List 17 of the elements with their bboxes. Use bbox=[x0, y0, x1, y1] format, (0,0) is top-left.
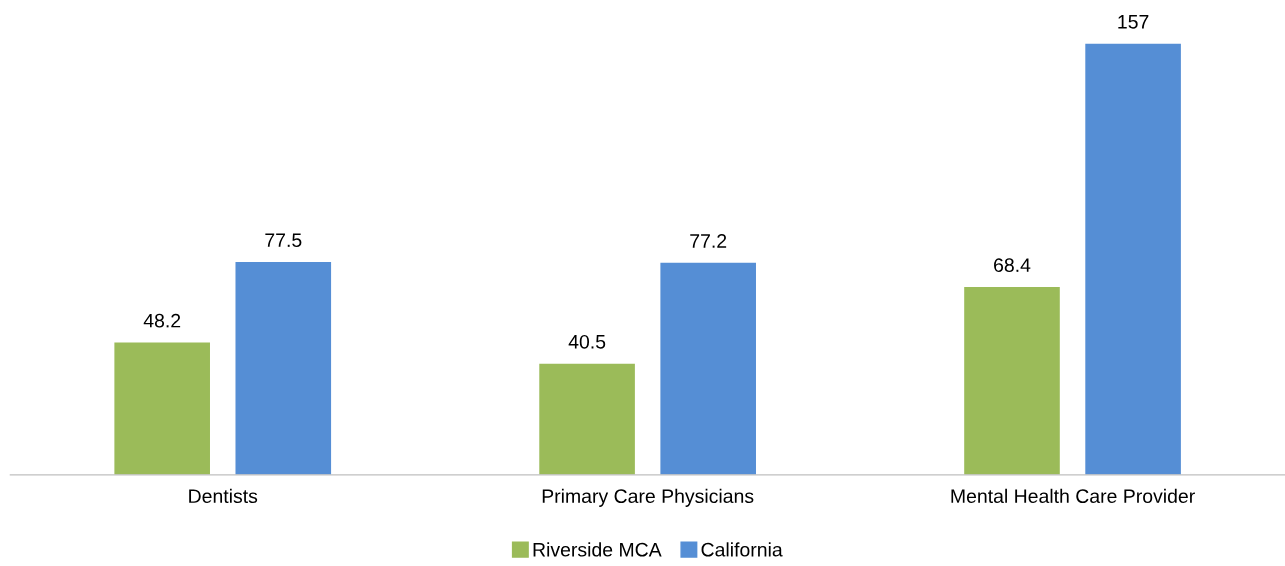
x-tick-label: Dentists bbox=[189, 488, 258, 504]
data-label: 68.4 bbox=[994, 258, 1031, 273]
data-label: 40.5 bbox=[568, 334, 606, 349]
x-tick-label: Primary Care Physicians bbox=[542, 488, 754, 507]
bar bbox=[114, 342, 210, 475]
bar bbox=[660, 262, 756, 475]
data-label: 48.2 bbox=[143, 313, 181, 328]
data-label: 157 bbox=[1118, 15, 1149, 29]
x-tick-label: Mental Health Care Provider bbox=[951, 488, 1195, 504]
bar bbox=[539, 363, 635, 475]
legend-label: Riverside MCA bbox=[533, 542, 662, 557]
bar bbox=[235, 262, 332, 475]
bar bbox=[1085, 43, 1181, 475]
data-label: 77.5 bbox=[265, 233, 302, 248]
legend-label: California bbox=[701, 542, 783, 557]
data-label: 77.2 bbox=[690, 234, 727, 248]
bar bbox=[964, 287, 1060, 475]
